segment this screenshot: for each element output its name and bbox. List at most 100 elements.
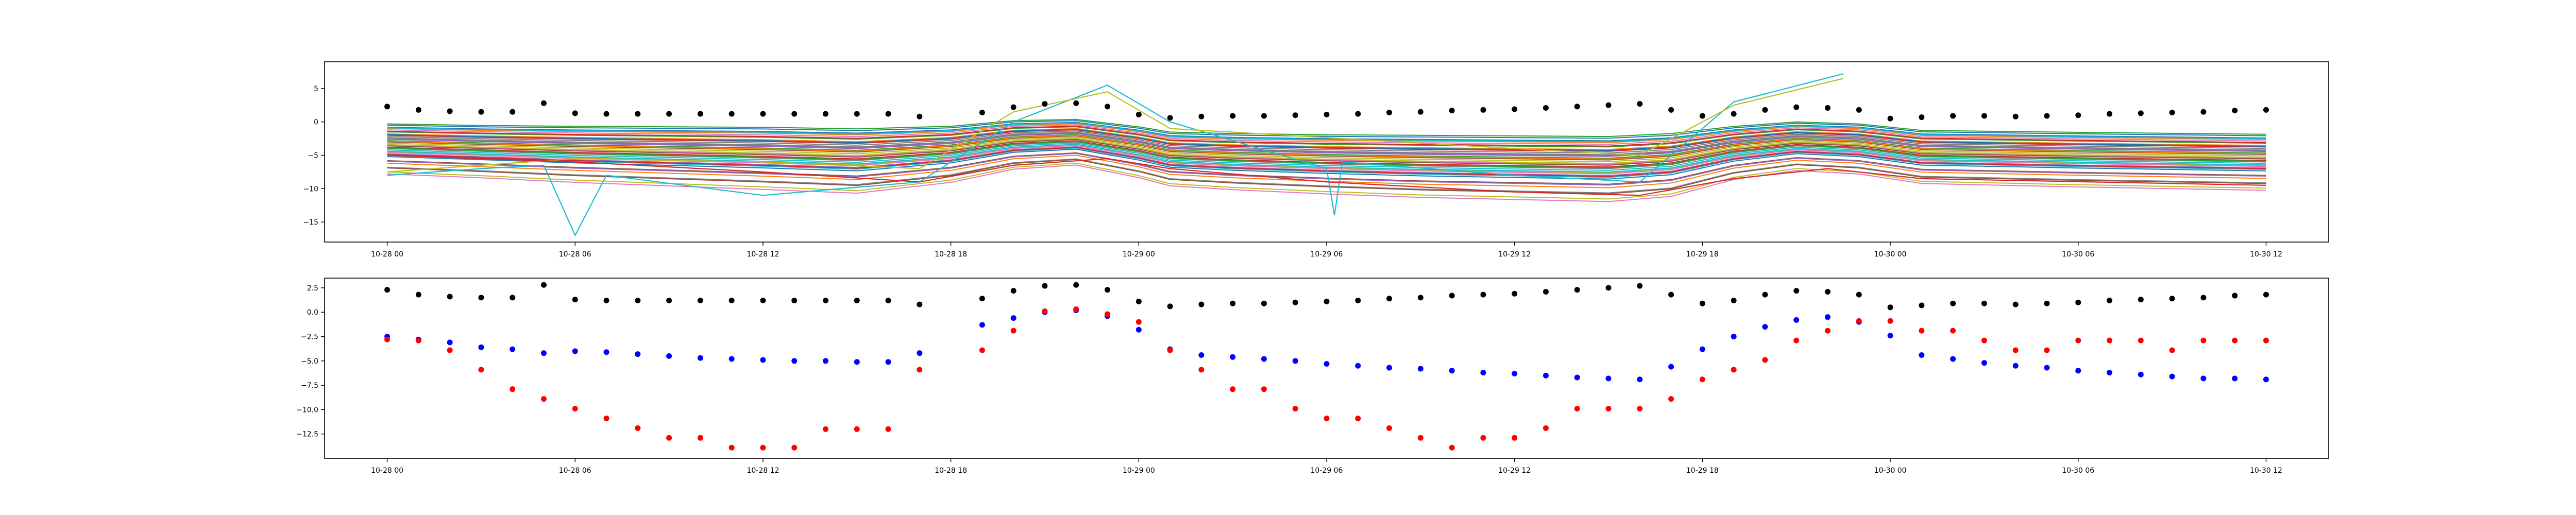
series-line [387,145,2266,175]
data-point [1543,288,1549,295]
data-point [447,108,453,114]
data-point [697,298,703,304]
data-point [1198,367,1205,373]
bottom-y-tick-label: 0.0 [307,308,318,317]
data-point [478,367,484,373]
data-point [415,337,421,344]
bottom-x-tick-label: 10-29 00 [1123,467,1155,475]
data-point [447,339,453,346]
series-line [387,126,2266,148]
data-point [760,298,766,304]
data-point [635,111,641,117]
data-point [1355,363,1361,369]
data-point [1480,370,1486,376]
data-point [1574,287,1580,293]
data-point [885,298,891,304]
data-point [1324,415,1330,421]
data-point [1386,110,1393,116]
data-point [666,353,672,359]
data-point [979,322,985,328]
data-point [2138,110,2144,116]
bottom-axes: 10-28 00 10-28 06 10-28 12 10-28 18 10-29 00… [296,278,2329,475]
data-point [791,298,798,304]
data-point [1731,111,1737,117]
data-point [1919,302,1925,308]
data-point [1919,352,1925,358]
data-point [1073,306,1079,313]
bottom-y-tick-label: −2.5 [301,333,318,341]
data-point [1292,406,1298,412]
data-point [1574,374,1580,381]
data-point [1230,300,1236,306]
data-point [854,359,860,365]
data-point [510,386,516,392]
top-x-tick-label: 10-28 06 [559,250,591,259]
data-point [1042,283,1048,289]
top-x-tick-label: 10-28 00 [371,250,403,259]
data-point [697,111,703,117]
data-point [384,336,391,342]
data-point [1543,105,1549,111]
data-point [1073,282,1079,288]
data-point [760,111,766,117]
data-point [572,297,578,303]
series-line [387,134,2266,159]
data-point [1981,337,1987,344]
data-point [1637,376,1643,383]
data-point [1261,113,1267,119]
data-point [478,344,484,350]
data-point [1981,360,1987,366]
bottom-plot-frame [324,278,2329,459]
data-point [885,111,891,117]
data-point [1512,290,1518,297]
data-point [1449,293,1455,299]
series-line [387,138,2266,164]
top-x-tick-label: 10-29 18 [1686,250,1719,259]
top-x-tick-label: 10-28 18 [935,250,967,259]
series-line [387,147,2266,178]
data-point [1417,435,1423,441]
top-y-tick-label: 5 [314,85,318,93]
data-point [1543,372,1549,379]
data-point [1981,300,1987,306]
data-point [635,298,641,304]
data-point [917,301,923,307]
data-point [2263,376,2269,383]
data-point [854,111,860,117]
series-line [387,128,2266,151]
series-line [387,132,2266,157]
top-y-tick-label: −5 [308,151,318,160]
data-point [1512,435,1518,441]
data-point [979,296,985,302]
data-point [1762,291,1768,298]
data-point [1042,308,1048,314]
data-point [1386,425,1393,431]
data-point [1355,298,1361,304]
data-point [1355,415,1361,421]
data-point [1605,285,1612,291]
series-line [387,142,2266,171]
data-point [666,111,672,117]
data-point [1793,317,1800,323]
data-point [854,426,860,432]
data-point [2138,337,2144,344]
data-point [1449,108,1455,114]
top-x-tick-label: 10-29 12 [1498,250,1531,259]
data-point [1793,288,1800,294]
data-point [1136,111,1142,117]
data-point [1762,357,1768,363]
data-point [1856,107,1862,113]
data-point [2169,110,2175,116]
data-point [2169,373,2175,380]
series-line [387,159,2266,195]
data-point [1010,315,1016,321]
data-point [1605,102,1612,108]
bottom-y-tick-label: −7.5 [301,382,318,390]
data-point [2075,112,2081,118]
series-line [387,154,2266,188]
data-point [1292,299,1298,305]
data-point [917,113,923,119]
data-point [1230,354,1236,360]
data-point [2044,347,2050,353]
data-point [510,346,516,352]
